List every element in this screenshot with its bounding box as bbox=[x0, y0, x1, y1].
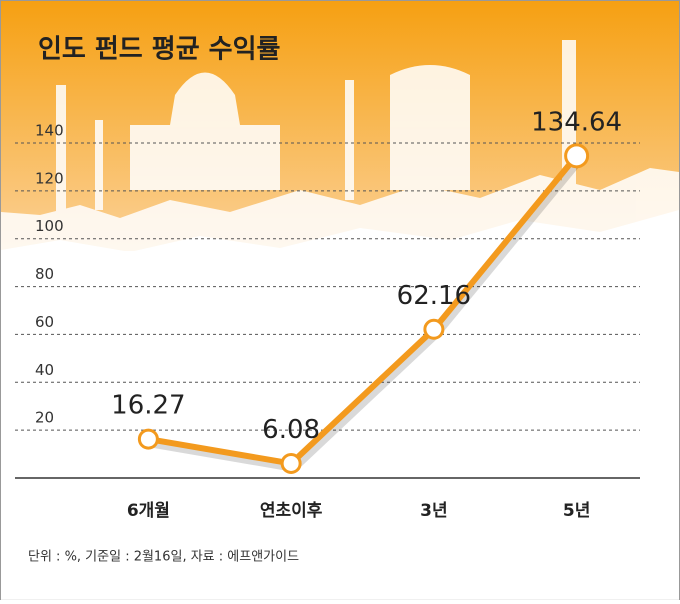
point bbox=[423, 318, 445, 340]
point bbox=[137, 428, 159, 450]
value-label: 134.64 bbox=[531, 107, 622, 137]
chart-title: 인도 펀드 평균 수익률 bbox=[38, 35, 281, 65]
y-tick-label: 100 bbox=[35, 217, 64, 235]
y-tick-label: 20 bbox=[35, 409, 54, 427]
header-edge bbox=[1, 210, 679, 260]
y-tick-label: 40 bbox=[35, 361, 54, 379]
x-tick-label: 연초이후 bbox=[260, 500, 323, 521]
point bbox=[280, 452, 302, 474]
value-label: 62.16 bbox=[397, 281, 471, 311]
x-tick-label: 6개월 bbox=[127, 501, 170, 521]
line bbox=[147, 153, 579, 467]
value-label: 16.27 bbox=[111, 391, 185, 421]
y-tick-label: 80 bbox=[35, 265, 54, 283]
value-label: 6.08 bbox=[262, 415, 320, 445]
y-tick-label: 60 bbox=[35, 313, 54, 331]
point bbox=[564, 143, 590, 169]
source-note: 단위 : %, 기준일 : 2월16일, 자료 : 에프앤가이드 bbox=[28, 550, 299, 565]
x-tick-label: 5년 bbox=[563, 501, 590, 521]
y-tick-label: 120 bbox=[35, 169, 64, 187]
y-tick-label: 140 bbox=[35, 122, 64, 140]
x-tick-label: 3년 bbox=[420, 501, 447, 521]
line-shadow bbox=[150, 158, 583, 473]
